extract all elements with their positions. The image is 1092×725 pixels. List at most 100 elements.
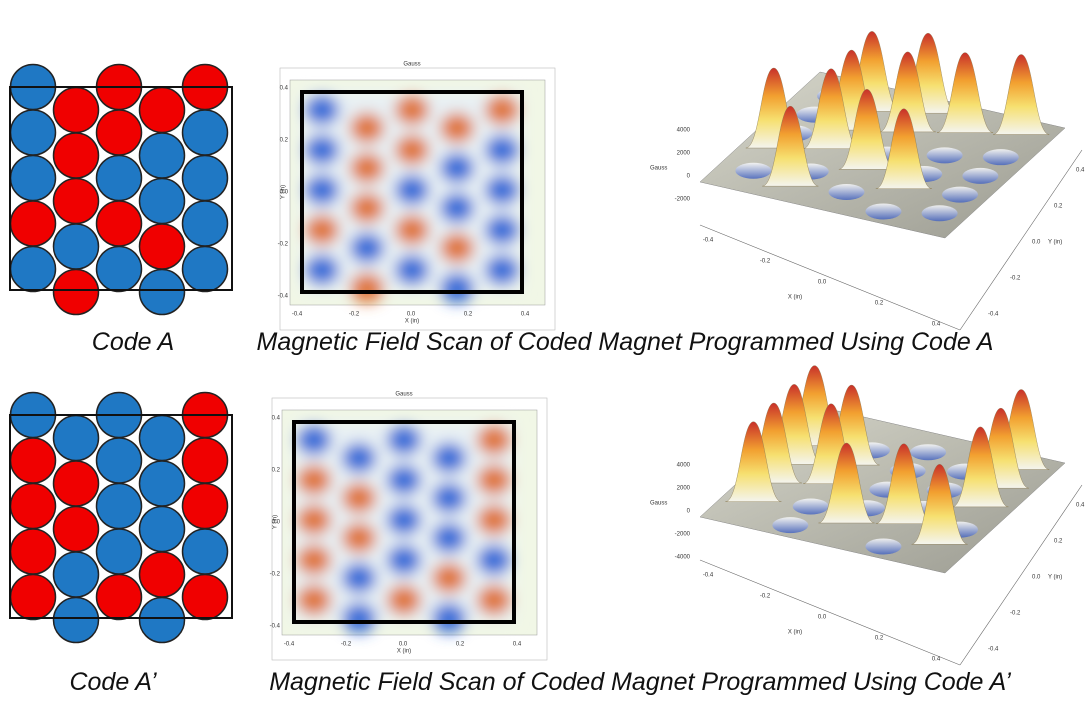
field-blob <box>342 523 376 553</box>
x-tick-label: 0.0 <box>818 280 827 286</box>
magnet-pole <box>95 482 143 530</box>
axis-line <box>699 224 961 331</box>
magnet-pole <box>52 132 100 179</box>
magnet-pole <box>9 437 57 484</box>
field-blob <box>387 425 421 455</box>
field-blob <box>342 603 376 633</box>
x-axis-label: X (in) <box>788 295 802 301</box>
magnet-pole <box>9 482 57 530</box>
magnet-pole <box>52 268 100 316</box>
surface-dip <box>735 162 772 179</box>
surface-peak <box>838 89 895 170</box>
field-blob <box>350 273 384 303</box>
field-blob <box>305 215 339 245</box>
magnet-pole <box>52 223 100 270</box>
axis-line <box>959 149 1083 331</box>
x-tick-label: 0.2 <box>464 312 473 318</box>
surface-peak <box>911 464 968 545</box>
surface-peak <box>879 51 936 133</box>
y-tick-label: 0.2 <box>272 468 281 474</box>
z-axis-label: Gauss <box>650 501 667 507</box>
y-axis-label: Y (in) <box>1048 575 1062 581</box>
magnet-pole <box>138 86 186 134</box>
field-blob <box>432 483 466 513</box>
magnet-pole <box>52 505 100 553</box>
z-tick-label: 2000 <box>677 151 691 157</box>
field-blob <box>432 563 466 593</box>
field-blob <box>387 465 421 495</box>
surface-dip <box>962 167 999 184</box>
field-blob <box>477 505 511 535</box>
x-tick-label: 0.0 <box>818 615 827 621</box>
y-tick-label: 0.0 <box>280 190 289 196</box>
x-tick-label: 0.0 <box>399 642 408 648</box>
field-blob <box>395 175 429 205</box>
code-frame <box>9 414 233 619</box>
y-tick-label: 0.0 <box>1032 575 1041 581</box>
z-tick-label: -2000 <box>675 532 691 538</box>
field-blob <box>440 153 474 183</box>
magnet-pole <box>181 528 229 575</box>
field-blob <box>485 215 519 245</box>
field-scan: Gauss -0.4 -0.2 0.0 0.2 0.4 0.4 0.2 0.0 -0.2 -0.4 X… <box>270 392 548 661</box>
y-tick-label: -0.2 <box>270 572 281 578</box>
field-blob <box>395 135 429 165</box>
magnet-pole <box>52 551 100 598</box>
magnet-pole <box>181 109 229 156</box>
code-grid <box>9 63 233 316</box>
surface-dip <box>865 538 902 555</box>
field-blob <box>350 113 384 143</box>
field-blob <box>297 465 331 495</box>
magnet-outline <box>292 420 516 624</box>
y-tick-label: 0.0 <box>272 520 281 526</box>
x-tick-label: -0.4 <box>292 312 303 318</box>
x-tick-label: 0.4 <box>521 312 530 318</box>
surface-dip <box>865 203 902 220</box>
surface-peak <box>936 52 994 133</box>
magnet-pole <box>181 200 229 247</box>
magnet-pole <box>138 596 186 644</box>
y-tick-label: 0.4 <box>1076 503 1085 509</box>
y-tick-label: -0.4 <box>988 312 999 318</box>
x-tick-label: 0.4 <box>932 322 941 328</box>
magnet-pole <box>181 245 229 293</box>
field-blob <box>440 273 474 303</box>
z-tick-label: 4000 <box>677 463 691 469</box>
axis-line <box>959 484 1083 666</box>
magnet-pole <box>95 573 143 621</box>
field-blob <box>432 603 466 633</box>
z-tick-label: 2000 <box>677 486 691 492</box>
field-blob <box>477 545 511 575</box>
y-tick-label: 0.4 <box>272 416 281 422</box>
field-blob <box>477 585 511 615</box>
x-tick-label: 0.2 <box>456 642 465 648</box>
code-label: Code A <box>92 328 174 356</box>
magnet-pole <box>52 177 100 225</box>
field-blob <box>297 505 331 535</box>
field-blob <box>485 95 519 125</box>
field-blob <box>440 193 474 223</box>
magnet-pole <box>138 177 186 225</box>
z-tick-label: 0 <box>687 509 691 515</box>
z-axis-label: Gauss <box>650 166 667 172</box>
z-tick-label: -4000 <box>675 555 691 561</box>
field-blob <box>440 233 474 263</box>
magnet-pole <box>138 132 186 179</box>
x-tick-label: -0.4 <box>703 573 714 579</box>
magnet-pole <box>181 154 229 202</box>
field-blob <box>305 135 339 165</box>
magnet-pole <box>95 245 143 293</box>
field-blob <box>485 255 519 285</box>
x-tick-label: 0.4 <box>513 642 522 648</box>
field-blob <box>305 175 339 205</box>
magnet-pole <box>138 505 186 553</box>
scan-title: Gauss <box>395 392 412 398</box>
field-blob <box>395 255 429 285</box>
field-blob <box>305 95 339 125</box>
magnet-pole <box>138 223 186 270</box>
surface-dip <box>921 205 958 222</box>
field-blob <box>342 563 376 593</box>
magnet-pole <box>138 414 186 462</box>
magnet-pole <box>138 460 186 507</box>
